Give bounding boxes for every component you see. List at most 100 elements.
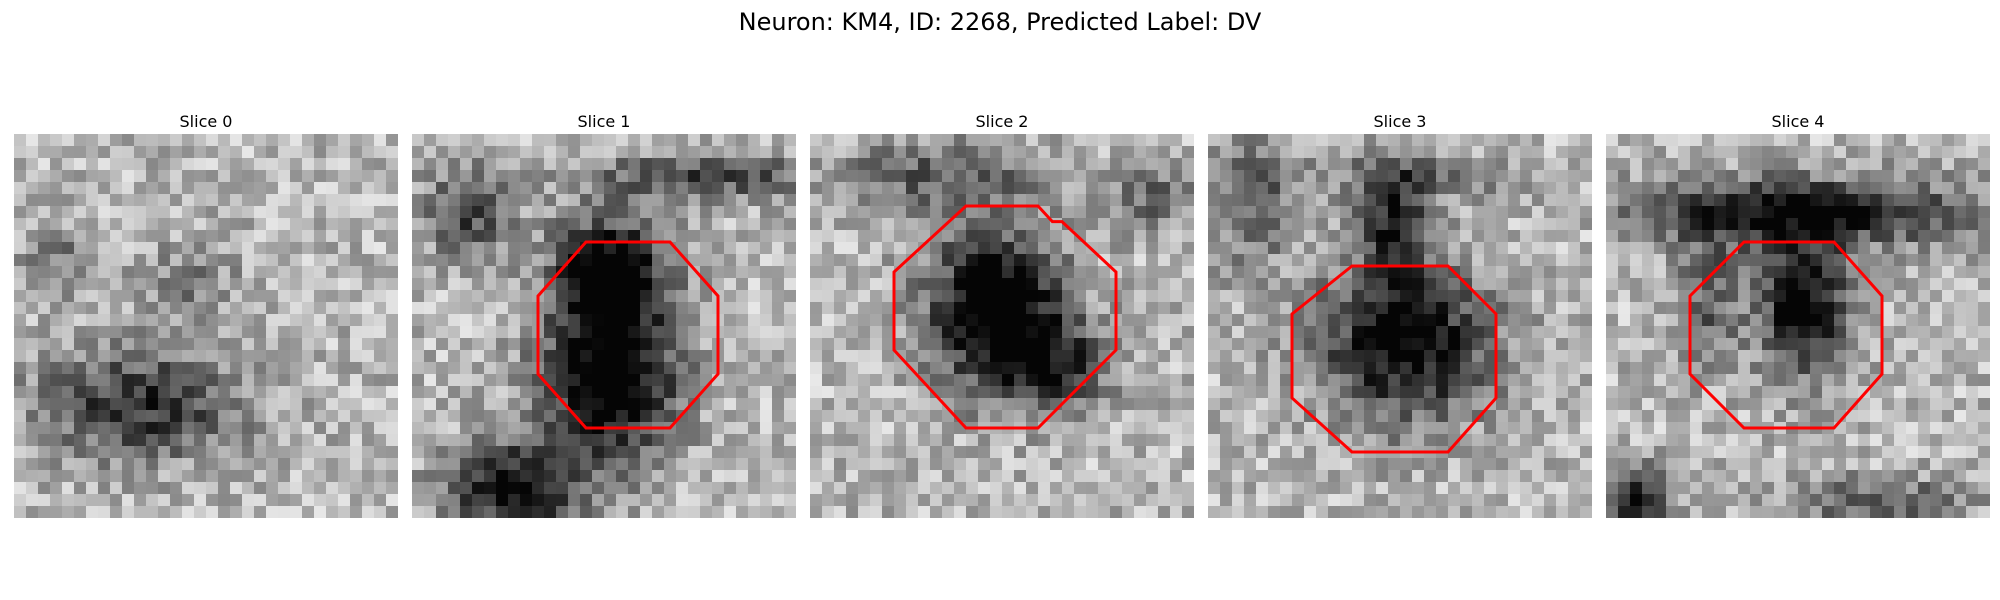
image-pixel <box>14 470 27 483</box>
image-pixel <box>1244 182 1257 195</box>
image-pixel <box>14 302 27 315</box>
image-pixel <box>882 254 895 267</box>
image-pixel <box>568 290 581 303</box>
image-pixel <box>640 314 653 327</box>
image-pixel <box>1930 338 1943 351</box>
image-pixel <box>1942 326 1955 339</box>
image-pixel <box>194 482 207 495</box>
image-pixel <box>688 482 701 495</box>
image-pixel <box>846 242 859 255</box>
image-pixel <box>1220 458 1233 471</box>
slice-image <box>412 134 796 518</box>
image-pixel <box>1630 182 1643 195</box>
image-pixel <box>1436 170 1449 183</box>
image-pixel <box>74 446 87 459</box>
image-pixel <box>1146 446 1159 459</box>
image-pixel <box>170 158 183 171</box>
image-pixel <box>254 278 267 291</box>
image-pixel <box>1966 446 1979 459</box>
image-pixel <box>1038 374 1051 387</box>
image-pixel <box>1750 314 1763 327</box>
image-pixel <box>1906 158 1919 171</box>
image-pixel <box>496 446 509 459</box>
image-pixel <box>870 206 883 219</box>
image-pixel <box>1292 434 1305 447</box>
image-pixel <box>38 494 51 507</box>
image-pixel <box>1810 458 1823 471</box>
image-pixel <box>1568 374 1581 387</box>
image-pixel <box>1568 146 1581 159</box>
image-pixel <box>110 362 123 375</box>
image-pixel <box>1942 158 1955 171</box>
image-pixel <box>784 350 796 363</box>
image-pixel <box>1340 374 1353 387</box>
image-pixel <box>218 362 231 375</box>
image-pixel <box>736 278 749 291</box>
image-pixel <box>158 266 171 279</box>
image-pixel <box>1280 218 1293 231</box>
image-pixel <box>1340 134 1353 147</box>
image-pixel <box>1834 134 1847 147</box>
image-pixel <box>338 182 351 195</box>
image-pixel <box>1966 338 1979 351</box>
image-pixel <box>98 242 111 255</box>
image-pixel <box>604 266 617 279</box>
image-pixel <box>1568 422 1581 435</box>
image-pixel <box>1544 482 1557 495</box>
image-pixel <box>700 218 713 231</box>
image-pixel <box>1122 386 1135 399</box>
image-pixel <box>532 266 545 279</box>
image-pixel <box>290 302 303 315</box>
image-pixel <box>652 470 665 483</box>
image-pixel <box>182 158 195 171</box>
image-pixel <box>1642 158 1655 171</box>
image-pixel <box>472 326 485 339</box>
image-pixel <box>1484 278 1497 291</box>
image-pixel <box>194 362 207 375</box>
image-pixel <box>784 434 796 447</box>
image-pixel <box>906 338 919 351</box>
image-pixel <box>604 206 617 219</box>
image-pixel <box>266 506 279 518</box>
image-pixel <box>496 206 509 219</box>
image-pixel <box>556 398 569 411</box>
image-pixel <box>1954 410 1967 423</box>
image-pixel <box>50 338 63 351</box>
image-pixel <box>1376 302 1389 315</box>
image-pixel <box>182 338 195 351</box>
image-pixel <box>62 422 75 435</box>
image-pixel <box>242 230 255 243</box>
image-pixel <box>110 242 123 255</box>
image-pixel <box>1220 470 1233 483</box>
image-pixel <box>472 350 485 363</box>
image-pixel <box>700 266 713 279</box>
image-pixel <box>978 194 991 207</box>
image-pixel <box>930 146 943 159</box>
image-pixel <box>1834 230 1847 243</box>
image-pixel <box>894 482 907 495</box>
image-pixel <box>724 422 737 435</box>
image-pixel <box>1098 338 1111 351</box>
image-pixel <box>858 446 871 459</box>
image-pixel <box>86 266 99 279</box>
image-pixel <box>254 458 267 471</box>
image-pixel <box>954 338 967 351</box>
image-pixel <box>1110 218 1123 231</box>
image-pixel <box>1774 326 1787 339</box>
image-pixel <box>1328 350 1341 363</box>
image-pixel <box>882 386 895 399</box>
image-pixel <box>74 242 87 255</box>
image-pixel <box>1328 182 1341 195</box>
image-pixel <box>1846 362 1859 375</box>
image-pixel <box>472 506 485 518</box>
image-pixel <box>1292 170 1305 183</box>
image-pixel <box>846 326 859 339</box>
image-pixel <box>218 302 231 315</box>
image-pixel <box>1544 326 1557 339</box>
image-pixel <box>1110 362 1123 375</box>
image-pixel <box>604 482 617 495</box>
image-pixel <box>254 218 267 231</box>
image-pixel <box>1508 338 1521 351</box>
image-pixel <box>1580 386 1592 399</box>
image-pixel <box>62 362 75 375</box>
